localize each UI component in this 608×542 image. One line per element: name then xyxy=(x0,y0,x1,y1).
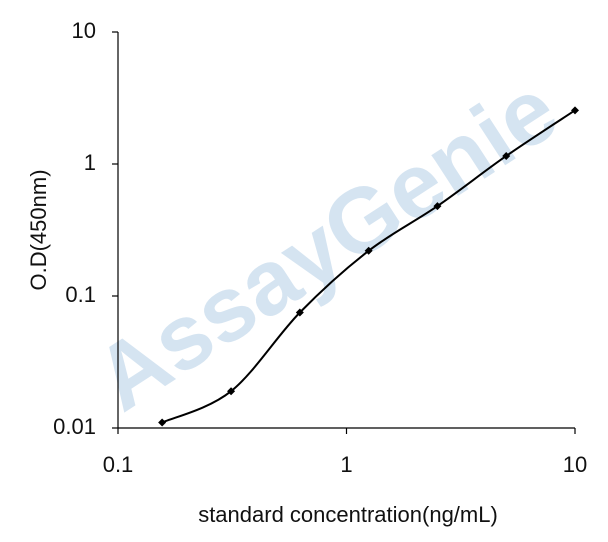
point xyxy=(433,202,442,211)
x-tick-label: 1 xyxy=(340,452,352,477)
point xyxy=(364,246,373,255)
y-tick-label: 0.01 xyxy=(53,414,96,439)
y-axis-label: O.D(450nm) xyxy=(26,169,51,290)
point xyxy=(502,151,511,160)
point xyxy=(227,387,236,396)
point xyxy=(295,308,304,317)
point xyxy=(158,418,167,427)
watermark: AssayGenie xyxy=(78,58,575,430)
x-axis-label: standard concentration(ng/mL) xyxy=(198,502,498,527)
point xyxy=(571,106,579,115)
x-tick-label: 0.1 xyxy=(103,452,134,477)
y-tick-label: 1 xyxy=(84,150,96,175)
y-tick-label: 0.1 xyxy=(65,282,96,307)
y-tick-label: 10 xyxy=(72,18,96,43)
x-tick-label: 10 xyxy=(563,452,587,477)
